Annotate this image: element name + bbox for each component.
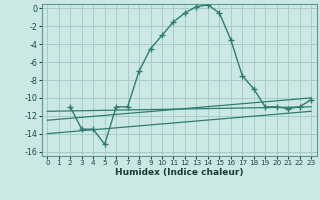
X-axis label: Humidex (Indice chaleur): Humidex (Indice chaleur) [115, 168, 244, 177]
